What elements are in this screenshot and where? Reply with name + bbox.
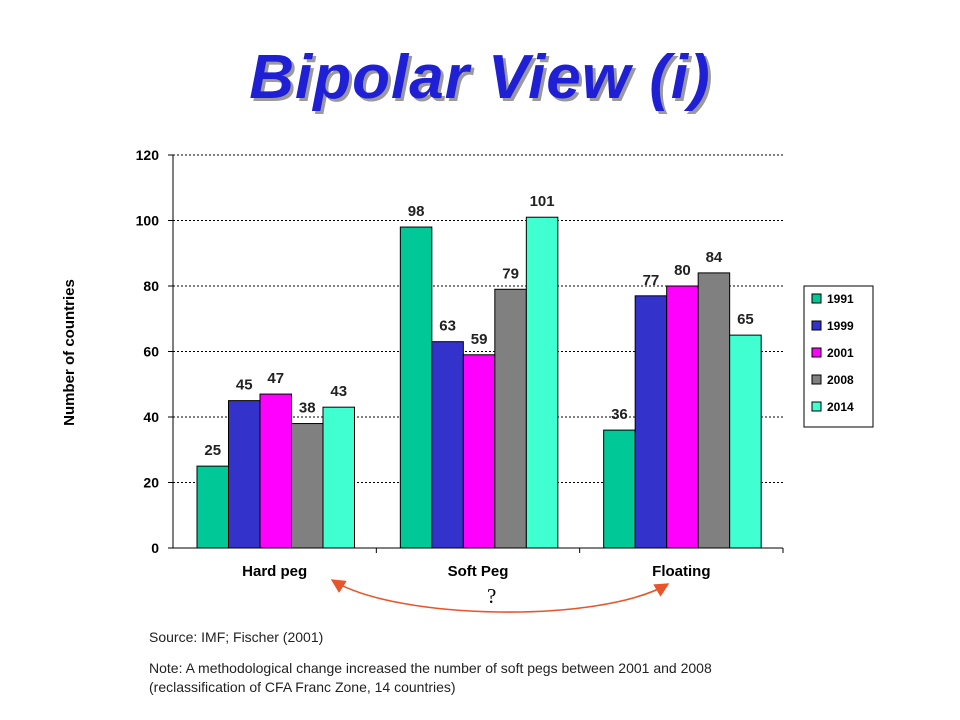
data-label: 36 — [611, 406, 628, 423]
bar-1991-hard-peg — [196, 465, 229, 549]
source-note: Source: IMF; Fischer (2001) — [149, 629, 324, 645]
double-arrow — [330, 579, 670, 613]
y-tick-label: 60 — [143, 344, 159, 360]
legend-label: 2001 — [827, 346, 854, 360]
legend-swatch — [811, 293, 822, 304]
methodology-note: Note: A methodological change increased … — [149, 660, 712, 695]
bar-2014-floating — [729, 334, 762, 549]
data-label: 63 — [439, 318, 456, 335]
bar-1991-floating — [603, 429, 636, 549]
bar-2014-hard-peg — [322, 406, 355, 549]
data-label: 65 — [737, 311, 754, 328]
data-label: 59 — [471, 331, 488, 348]
y-tick-label: 100 — [136, 213, 160, 229]
bars — [196, 216, 762, 549]
legend-swatch — [811, 347, 822, 358]
legend-label: 2014 — [827, 400, 854, 414]
x-category-label: Soft Peg — [448, 563, 509, 580]
legend: 1991 1999 2001 2008 2014 — [803, 285, 874, 428]
slide-title: Bipolar View (i) — [249, 43, 711, 112]
legend-label: 2008 — [827, 373, 854, 387]
legend-swatch — [811, 320, 822, 331]
y-tick-label: 0 — [151, 540, 159, 556]
bar-2014-soft-peg — [525, 216, 559, 549]
data-label: 38 — [299, 400, 316, 417]
bar-2001-soft-peg — [462, 354, 496, 549]
data-label: 84 — [706, 249, 723, 266]
data-label: 101 — [530, 193, 555, 210]
legend-label: 1991 — [827, 292, 854, 306]
bar-1999-soft-peg — [431, 341, 464, 549]
data-label: 79 — [502, 265, 519, 282]
y-axis-label: Number of countries — [61, 279, 78, 426]
x-category-label: Floating — [652, 563, 710, 580]
legend-swatch — [811, 374, 822, 385]
bar-2008-floating — [697, 272, 731, 549]
data-label: 80 — [674, 262, 691, 279]
legend-swatch — [811, 401, 822, 412]
bar-2001-hard-peg — [259, 393, 292, 549]
data-label: 98 — [408, 203, 425, 220]
data-labels: 25 45 47 38 43 98 63 59 79 101 36 77 80 84 65 — [204, 193, 753, 459]
axes: 0 20 40 60 80 100 120 Number of countries Hard p… — [61, 147, 784, 580]
bar-1999-hard-peg — [228, 400, 261, 549]
data-label: 45 — [236, 377, 253, 394]
data-label: 77 — [643, 272, 660, 289]
bar-2001-floating — [666, 285, 699, 549]
bar-1999-floating — [634, 295, 668, 549]
y-tick-label: 80 — [143, 278, 159, 294]
x-category-label: Hard peg — [242, 563, 307, 580]
y-tick-label: 20 — [143, 475, 159, 491]
arrow-question-label: ? — [487, 584, 497, 608]
bar-2008-soft-peg — [494, 288, 527, 549]
bar-2008-hard-peg — [291, 423, 324, 549]
arrow-annotation — [330, 579, 670, 613]
data-label: 43 — [330, 383, 347, 400]
data-label: 47 — [267, 370, 284, 387]
legend-label: 1999 — [827, 319, 854, 333]
data-label: 25 — [204, 442, 221, 459]
y-tick-label: 40 — [143, 409, 159, 425]
bar-1991-soft-peg — [399, 226, 433, 549]
y-tick-label: 120 — [136, 147, 160, 163]
